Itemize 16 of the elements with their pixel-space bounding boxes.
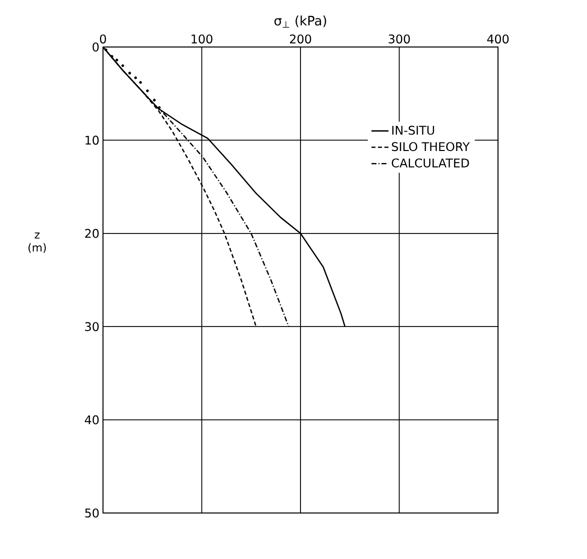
y-tick-label: 30 bbox=[85, 322, 99, 332]
legend-label: SILO THEORY bbox=[392, 142, 470, 152]
x-tick-label: 0 bbox=[100, 34, 106, 44]
x-tick-label: 300 bbox=[388, 34, 410, 44]
y-tick-label: 20 bbox=[85, 228, 99, 238]
legend-label: CALCULATED bbox=[392, 158, 469, 168]
y-tick-label: 10 bbox=[86, 136, 99, 145]
legend-label: IN-SITU bbox=[392, 126, 434, 135]
y-tick-label: 50 bbox=[85, 508, 99, 518]
y-axis-title: z (m) bbox=[28, 232, 46, 253]
y-tick-label: 0 bbox=[92, 42, 99, 52]
y-tick-label: 40 bbox=[84, 415, 99, 424]
x-tick-label: 100 bbox=[192, 34, 212, 44]
x-axis-title: σ$_{⊥}$ (kPa) bbox=[274, 16, 326, 28]
x-tick-label: 200 bbox=[290, 34, 312, 44]
x-tick-label: 400 bbox=[487, 34, 509, 44]
